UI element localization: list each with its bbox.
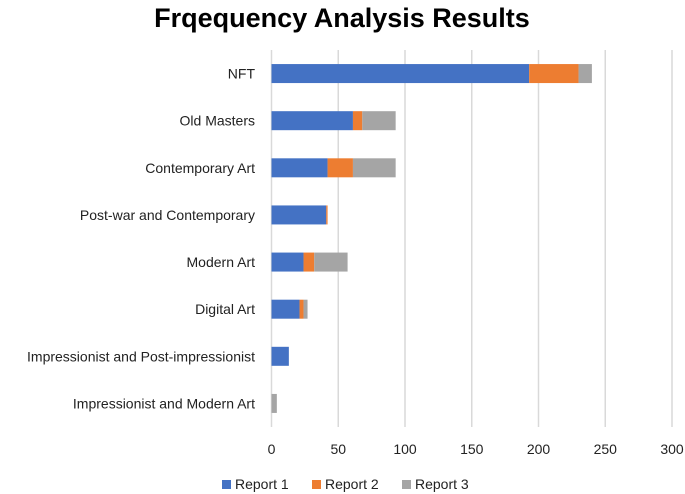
bar-report-3 [271,393,277,413]
legend-swatch [402,480,411,489]
x-tick-label: 100 [393,441,417,457]
y-category-label: Contemporary Art [145,160,255,176]
y-category-label: Post-war and Contemporary [80,207,255,223]
bar-report-1 [271,205,327,225]
bar-report-1 [271,158,328,178]
legend-swatch [312,480,321,489]
bar-report-3 [314,252,348,272]
legend-label: Report 2 [325,476,379,492]
y-category-label: NFT [228,66,256,82]
y-category-label: Modern Art [187,254,256,270]
y-category-label: Impressionist and Modern Art [73,395,255,411]
legend-label: Report 3 [415,476,469,492]
bar-report-2 [352,111,363,131]
bar-report-2 [529,64,579,84]
x-tick-label: 0 [268,441,276,457]
x-tick-label: 300 [660,441,684,457]
bar-report-3 [578,64,592,84]
bar-report-1 [271,299,300,319]
y-category-label: Digital Art [195,301,255,317]
bar-report-1 [271,64,530,84]
bar-report-3 [352,158,396,178]
bar-report-1 [271,252,304,272]
bar-report-1 [271,346,289,366]
bar-report-2 [326,205,328,225]
legend-swatch [222,480,231,489]
bar-report-2 [327,158,353,178]
bar-report-3 [303,299,308,319]
x-tick-label: 150 [460,441,484,457]
x-tick-label: 250 [594,441,618,457]
y-category-label: Impressionist and Post-impressionist [27,348,255,364]
y-category-label: Old Masters [180,113,255,129]
x-tick-label: 200 [527,441,551,457]
x-tick-label: 50 [330,441,346,457]
bar-report-2 [299,299,304,319]
legend-label: Report 1 [235,476,289,492]
chart-title: Frqequency Analysis Results [154,3,530,33]
bar-report-2 [303,252,315,272]
bar-report-3 [362,111,396,131]
bar-report-1 [271,111,353,131]
